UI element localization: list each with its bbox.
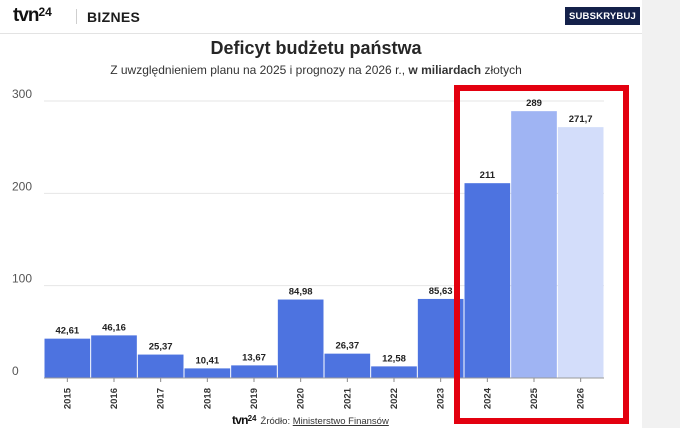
bar-2021 bbox=[325, 354, 371, 378]
x-tick-label-2019: 2019 bbox=[249, 388, 260, 409]
bar-2018 bbox=[185, 368, 231, 378]
value-label-2015: 42,61 bbox=[55, 326, 79, 337]
x-tick-label-2018: 2018 bbox=[202, 388, 213, 409]
source-tvn24-logo: tvn24 bbox=[232, 413, 257, 427]
value-label-2019: 13,67 bbox=[242, 352, 266, 363]
y-tick-label: 300 bbox=[12, 87, 32, 101]
value-label-2018: 10,41 bbox=[195, 355, 219, 366]
x-tick-label-2024: 2024 bbox=[482, 387, 493, 409]
side-gutter bbox=[642, 0, 680, 428]
source-link[interactable]: Ministerstwo Finansów bbox=[293, 416, 389, 427]
value-label-2022: 12,58 bbox=[382, 353, 406, 364]
x-tick-label-2025: 2025 bbox=[529, 387, 540, 409]
bar-2016 bbox=[91, 335, 137, 378]
x-tick-label-2021: 2021 bbox=[342, 387, 353, 409]
y-tick-label: 200 bbox=[12, 179, 32, 193]
bar-2020 bbox=[278, 300, 324, 378]
value-label-2016: 46,16 bbox=[102, 322, 126, 333]
x-tick-label-2020: 2020 bbox=[296, 388, 307, 409]
value-label-2021: 26,37 bbox=[335, 341, 359, 352]
value-label-2023: 85,63 bbox=[429, 286, 453, 297]
y-tick-label: 0 bbox=[12, 364, 19, 378]
x-tick-label-2022: 2022 bbox=[389, 388, 400, 409]
x-tick-label-2023: 2023 bbox=[436, 388, 447, 409]
x-tick-label-2017: 2017 bbox=[156, 388, 167, 409]
bar-2026 bbox=[558, 127, 604, 378]
value-label-2017: 25,37 bbox=[149, 342, 173, 353]
x-tick-label-2015: 2015 bbox=[62, 387, 73, 409]
bar-2017 bbox=[138, 355, 184, 378]
x-tick-label-2016: 2016 bbox=[109, 388, 120, 409]
bar-chart: 0 100 200 300 42,61 2015 46,16 2016 25,37 2017 10,… bbox=[0, 0, 642, 428]
bar-2019 bbox=[231, 365, 277, 378]
y-tick-label: 100 bbox=[12, 272, 32, 286]
value-label-2025: 289 bbox=[526, 98, 542, 109]
value-label-2020: 84,98 bbox=[289, 287, 313, 298]
bar-2015 bbox=[45, 339, 91, 378]
chart-source: tvn24 Źródło: Ministerstwo Finansów bbox=[232, 413, 389, 427]
bar-2025 bbox=[511, 111, 557, 378]
x-tick-label-2026: 2026 bbox=[576, 388, 587, 409]
source-label: Źródło: bbox=[261, 416, 293, 427]
bar-2024 bbox=[465, 183, 511, 378]
value-label-2026: 271,7 bbox=[569, 114, 593, 125]
value-label-2024: 211 bbox=[480, 170, 496, 181]
bar-2022 bbox=[371, 366, 417, 378]
